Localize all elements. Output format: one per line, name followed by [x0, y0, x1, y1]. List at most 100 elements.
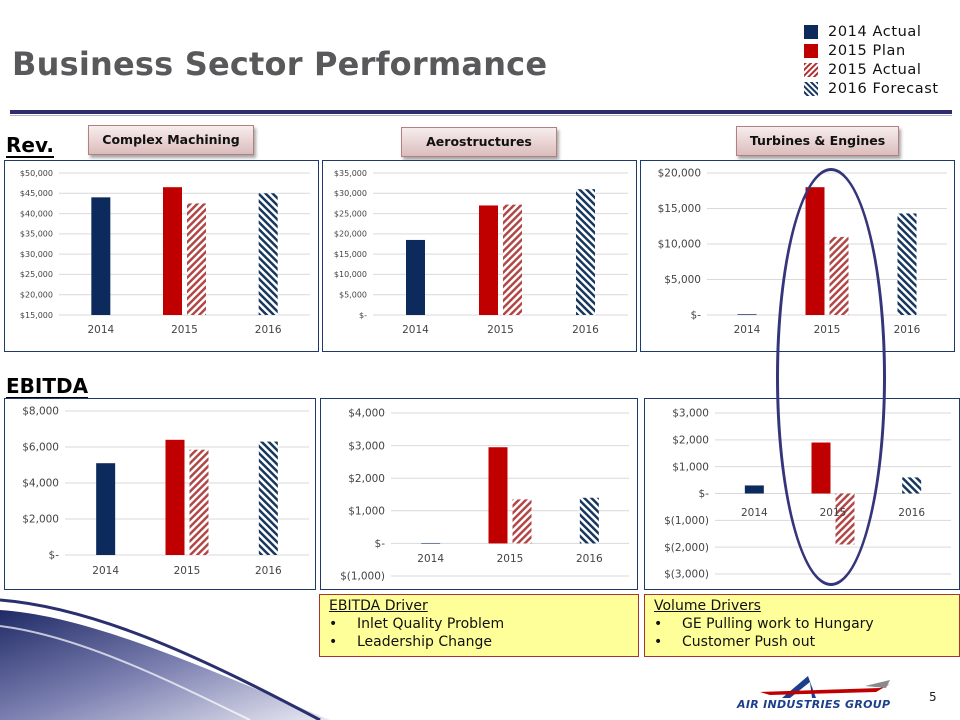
driver-title: EBITDA Driver — [329, 598, 428, 614]
y-tick-label: $2,000 — [672, 435, 709, 447]
bullet-icon: • — [654, 616, 663, 632]
y-tick-label: $25,000 — [20, 270, 53, 279]
y-tick-label: $- — [359, 311, 367, 320]
y-tick-label: $20,000 — [334, 230, 367, 239]
y-tick-label: $30,000 — [334, 189, 367, 198]
company-logo-icon — [760, 676, 890, 698]
chart-ebitda-aerostructures: $(1,000) $- $1,000 $2,000 $3,000 $4,000 2014 20… — [320, 398, 638, 590]
y-tick-label: $20,000 — [20, 291, 53, 300]
y-tick-label: $25,000 — [334, 209, 367, 218]
y-tick-label: $- — [691, 310, 702, 322]
y-tick-label: $10,000 — [334, 270, 367, 279]
bar-2014-actual — [421, 543, 441, 544]
sector-label-aerostructures: Aerostructures — [401, 127, 557, 157]
y-tick-label: $5,000 — [339, 291, 367, 300]
sector-label-turbines-engines: Turbines & Engines — [736, 126, 899, 156]
bullet-icon: • — [329, 616, 338, 632]
x-tick-label: 2015 — [497, 553, 524, 565]
x-tick-label: 2014 — [87, 324, 114, 336]
bar-2016-forecast — [902, 477, 922, 494]
ebitda-driver-box: EBITDA Driver • Inlet Quality Problem • Le… — [319, 594, 639, 657]
legend-label: 2015 Plan — [828, 42, 906, 59]
legend-label: 2016 Forecast — [828, 80, 939, 97]
row-label-revenue: Rev. — [6, 133, 54, 158]
driver-item-text: Customer Push out — [682, 634, 816, 650]
chart-ebitda-complex-machining: $- $2,000 $4,000 $6,000 $8,000 2014 2015 2016 — [4, 398, 316, 590]
y-tick-label: $50,000 — [20, 169, 53, 178]
legend-item-2015-actual: 2015 Actual — [804, 60, 939, 79]
y-tick-label: $2,000 — [348, 473, 385, 485]
title-divider-thin — [10, 115, 952, 116]
y-tick-label: $4,000 — [22, 478, 59, 490]
chart-revenue-aerostructures: $- $5,000 $10,000 $15,000 $20,000 $25,000 $30,… — [322, 160, 637, 352]
bar-2014-actual — [744, 485, 764, 494]
list-item: • GE Pulling work to Hungary — [654, 615, 950, 633]
y-tick-label: $8,000 — [22, 406, 59, 418]
bar-2015-actual — [503, 204, 522, 315]
list-item: • Customer Push out — [654, 633, 950, 651]
y-tick-label: $- — [49, 550, 60, 562]
x-tick-label: 2015 — [174, 565, 201, 577]
chart-revenue-complex-machining: $15,000 $20,000 $25,000 $30,000 $35,000 $40,0… — [4, 160, 319, 352]
chart-svg: $- $5,000 $10,000 $15,000 $20,000 $25,000 $30,… — [334, 169, 628, 336]
x-tick-label: 2014 — [402, 324, 429, 336]
y-tick-label: $15,000 — [20, 311, 53, 320]
list-item: • Inlet Quality Problem — [329, 615, 629, 633]
y-tick-label: $(2,000) — [664, 542, 709, 554]
y-tick-label: $(1,000) — [664, 515, 709, 527]
bar-2014-actual — [96, 463, 116, 555]
y-tick-label: $5,000 — [664, 274, 701, 286]
x-tick-label: 2016 — [894, 324, 921, 336]
legend-label: 2015 Actual — [828, 61, 922, 78]
y-tick-label: $30,000 — [20, 250, 53, 259]
page-number: 5 — [929, 690, 937, 704]
x-tick-label: 2016 — [576, 553, 603, 565]
bar-2015-actual — [512, 499, 532, 544]
legend-swatch-2015-plan — [804, 43, 818, 58]
chart-svg: $- $2,000 $4,000 $6,000 $8,000 2014 2015 2016 — [22, 406, 309, 577]
driver-item-text: Inlet Quality Problem — [357, 616, 505, 632]
y-tick-label: $4,000 — [348, 408, 385, 420]
chart-svg: $(1,000) $- $1,000 $2,000 $3,000 $4,000 2014 20… — [340, 408, 629, 583]
x-tick-label: 2015 — [171, 324, 198, 336]
title-divider — [10, 110, 952, 114]
y-tick-label: $3,000 — [348, 440, 385, 452]
y-tick-label: $45,000 — [20, 189, 53, 198]
x-tick-label: 2014 — [92, 565, 119, 577]
legend: 2014 Actual 2015 Plan 2015 Actual 2016 F… — [804, 22, 939, 98]
y-tick-label: $6,000 — [22, 442, 59, 454]
bar-2016-forecast — [258, 441, 278, 555]
bar-2015-plan — [163, 187, 182, 315]
legend-label: 2014 Actual — [828, 23, 922, 40]
bar-2015-plan — [165, 439, 185, 555]
y-tick-label: $15,000 — [334, 250, 367, 259]
y-tick-label: $3,000 — [672, 408, 709, 420]
bar-2016-forecast — [258, 193, 278, 315]
legend-swatch-2016-forecast — [804, 81, 818, 96]
bar-2015-plan — [479, 205, 498, 315]
sector-label-complex-machining: Complex Machining — [88, 125, 254, 155]
x-tick-label: 2014 — [741, 507, 768, 519]
y-tick-label: $20,000 — [658, 168, 701, 180]
list-item: • Leadership Change — [329, 633, 629, 651]
driver-item-text: Leadership Change — [357, 634, 492, 650]
x-tick-label: 2014 — [734, 324, 761, 336]
y-tick-label: $2,000 — [22, 514, 59, 526]
x-tick-label: 2016 — [898, 507, 925, 519]
y-tick-label: $1,000 — [348, 505, 385, 517]
decorative-swoosh — [0, 598, 330, 720]
x-tick-label: 2014 — [417, 553, 444, 565]
page-title: Business Sector Performance — [12, 45, 548, 83]
legend-item-2014-actual: 2014 Actual — [804, 22, 939, 41]
y-tick-label: $35,000 — [20, 230, 53, 239]
bar-2015-actual — [189, 449, 209, 555]
driver-item-text: GE Pulling work to Hungary — [682, 616, 874, 632]
bar-2016-forecast — [576, 189, 595, 315]
y-tick-label: $1,000 — [672, 461, 709, 473]
y-tick-label: $15,000 — [658, 203, 701, 215]
x-tick-label: 2016 — [572, 324, 599, 336]
x-tick-label: 2015 — [487, 324, 514, 336]
y-tick-label: $10,000 — [658, 239, 701, 251]
legend-swatch-2014-actual — [804, 24, 818, 39]
x-tick-label: 2016 — [255, 565, 282, 577]
